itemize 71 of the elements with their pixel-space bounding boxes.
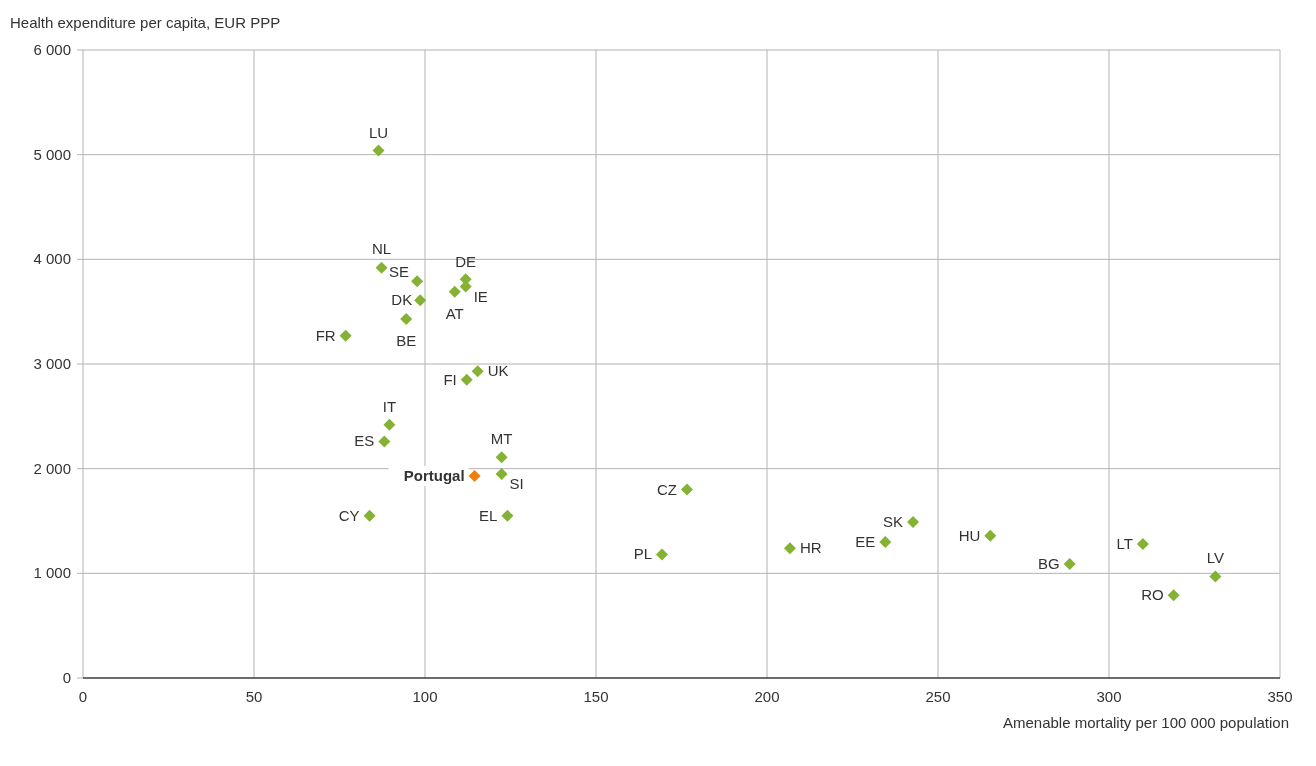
x-tick-label: 200 (754, 688, 780, 705)
annotation: NL (371, 239, 392, 257)
annotation: FI (443, 370, 457, 388)
annotation: FR (315, 326, 336, 344)
x-axis-title: Amenable mortality per 100 000 population (1002, 714, 1289, 731)
point (372, 144, 385, 157)
y-tick-label: 1 000 (33, 564, 71, 582)
point (411, 275, 424, 288)
x-tick-label: 0 (78, 688, 88, 705)
point (468, 469, 481, 482)
annotation: CY (338, 506, 360, 524)
annotation: HU (958, 526, 981, 544)
x-tick-label: 350 (1267, 688, 1293, 705)
point (375, 261, 388, 274)
point (378, 435, 391, 448)
point (1167, 589, 1180, 602)
point (984, 529, 997, 542)
y-axis-title: Health expenditure per capita, EUR PPP (10, 14, 281, 31)
x-tick-label: 100 (412, 688, 438, 705)
point (501, 509, 514, 522)
annotation: ES (354, 432, 375, 450)
point (1209, 570, 1222, 583)
annotation: LT (1116, 535, 1133, 553)
annotation: IT (382, 397, 397, 415)
x-tick-label: 50 (245, 688, 263, 705)
point (363, 509, 376, 522)
annotation: SE (389, 263, 410, 281)
annotation: LV (1206, 549, 1224, 567)
point (339, 329, 352, 342)
point (680, 483, 693, 496)
point (448, 285, 461, 298)
point (460, 373, 473, 386)
annotation: MT (490, 430, 513, 448)
annotation: LU (368, 124, 389, 142)
y-tick-label: 6 000 (33, 41, 71, 58)
y-tick-label: 5 000 (33, 145, 71, 163)
annotation: DK (391, 291, 413, 309)
annotation: PL (633, 545, 653, 563)
point (783, 542, 796, 555)
point (414, 294, 427, 307)
point (907, 516, 920, 529)
annotation: IE (473, 287, 488, 305)
annotation: EE (855, 532, 876, 550)
x-tick-label: 300 (1096, 688, 1122, 705)
annotation: Portugal (403, 466, 465, 484)
annotation: HR (799, 539, 822, 557)
annotation: SI (509, 474, 524, 492)
point (495, 467, 508, 480)
y-tick-label: 4 000 (33, 250, 71, 268)
annotation: CZ (656, 480, 677, 498)
point (1136, 538, 1149, 551)
point (400, 312, 413, 325)
x-tick-label: 150 (583, 688, 609, 705)
annotation: BE (396, 331, 417, 349)
annotation: DE (455, 253, 477, 271)
y-tick-label: 0 (62, 669, 71, 686)
point (471, 365, 484, 378)
annotation: BG (1037, 554, 1060, 572)
x-tick-label: 250 (925, 688, 951, 705)
y-tick-label: 3 000 (33, 355, 71, 372)
y-tick-label: 2 000 (33, 459, 71, 477)
point (383, 418, 396, 431)
annotation: AT (445, 304, 464, 322)
point (1063, 557, 1076, 570)
annotation: SK (883, 513, 904, 531)
annotation: EL (479, 506, 498, 524)
point (495, 451, 508, 464)
annotation: UK (487, 362, 509, 380)
annotation: RO (1141, 586, 1164, 604)
point (879, 535, 892, 548)
point (656, 548, 669, 561)
